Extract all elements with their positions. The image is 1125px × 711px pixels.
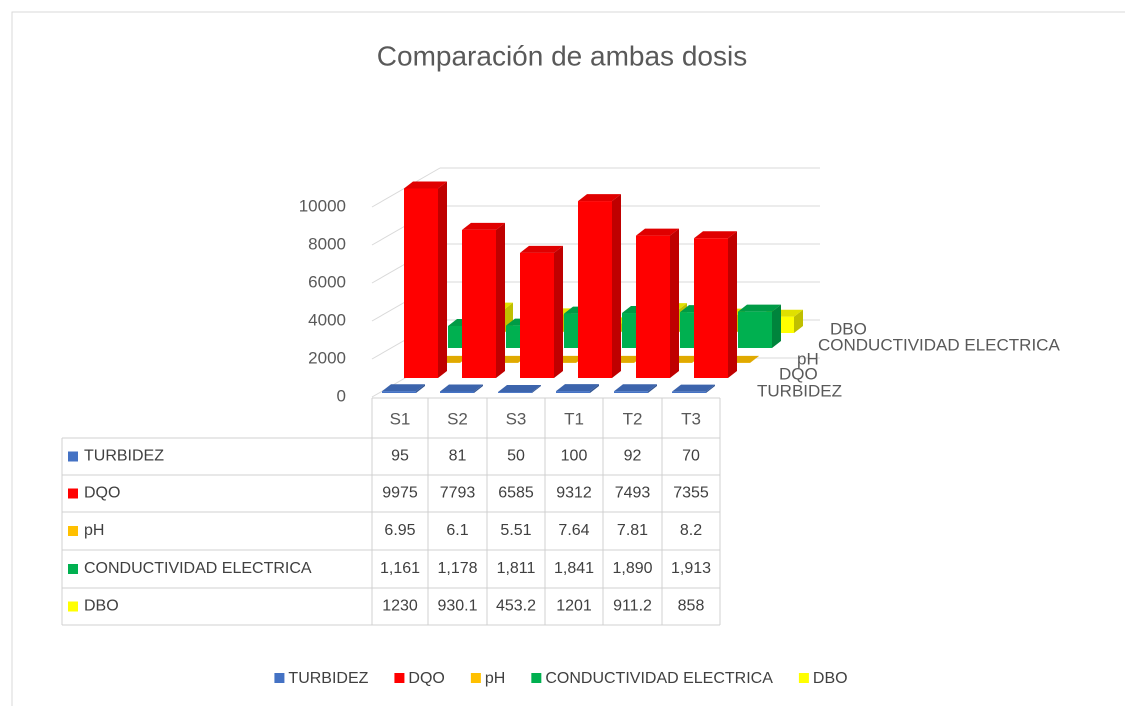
table-row-label: TURBIDEZ [84,448,164,465]
table-cell: 1,178 [437,560,477,577]
y-tick-label: 2000 [308,348,346,367]
bar [636,236,670,378]
table-key [68,526,78,536]
table-row-label: pH [84,522,104,539]
table-key [68,489,78,499]
table-cell: 6.95 [384,522,415,539]
table-cell: 7355 [673,485,709,502]
chart-title: Comparación de ambas dosis [377,40,747,71]
legend-key [799,673,809,683]
table-cell: 858 [678,598,705,615]
x-tick-label: T3 [681,409,701,428]
legend-key [274,673,284,683]
table-cell: 1,890 [612,560,652,577]
table-cell: 7793 [440,485,476,502]
table-key [68,564,78,574]
legend-label: pH [485,670,505,687]
y-tick-label: 0 [337,386,346,405]
table-key [68,602,78,612]
legend-key [471,673,481,683]
legend-label: DQO [408,670,444,687]
bar-side [612,194,621,378]
legend-key [394,673,404,683]
table-cell: 92 [624,448,642,465]
data-table: S1 S2 S3 T1 T2 T3 TURBIDEZ 95 81 50 100 92 70 DQO 9975… [62,398,720,625]
bar-side [728,231,737,378]
bar-side [438,181,447,378]
table-cell: 1,811 [497,560,536,577]
table-cell: 9312 [556,485,592,502]
table-cell: 9975 [382,485,418,502]
table-cell: 1,841 [554,560,594,577]
legend: TURBIDEZ DQO pH CONDUCTIVIDAD ELECTRICA DBO [274,670,847,687]
legend-label: DBO [813,670,848,687]
y-tick-label: 6000 [308,272,346,291]
bar [578,201,612,378]
x-tick-label: S1 [390,409,411,428]
table-cell: 81 [449,448,467,465]
table-cell: 930.1 [437,598,477,615]
bar [440,391,474,393]
depth-label: DBO [830,319,867,338]
bar-side [554,246,563,378]
table-cell: 1,913 [671,560,711,577]
legend-label: CONDUCTIVIDAD ELECTRICA [545,670,773,687]
table-key [68,452,78,462]
table-cell: 453.2 [496,598,536,615]
y-tick-label: 4000 [308,310,346,329]
x-tick-label: T1 [564,409,584,428]
y-tick-label: 8000 [308,234,346,253]
table-cell: 1,161 [380,560,420,577]
table-cell: 1201 [556,598,592,615]
table-cell: 7493 [615,485,651,502]
table-cell: 100 [561,448,588,465]
table-cell: 6.1 [446,522,468,539]
bar [672,392,706,393]
table-row-label: DQO [84,485,120,502]
bar [382,391,416,393]
bar [556,391,590,393]
table-cell: 50 [507,448,525,465]
x-tick-label: S2 [447,409,468,428]
bar [498,392,532,393]
table-cell: 7.64 [558,522,589,539]
y-tick-label: 10000 [299,196,346,215]
table-cell: 7.81 [617,522,648,539]
bar-side [670,229,679,378]
bar-side [772,305,781,348]
depth-label: TURBIDEZ [757,381,842,400]
table-cell: 1230 [382,598,418,615]
table-cell: 95 [391,448,409,465]
bar [738,312,772,348]
x-tick-label: T2 [623,409,643,428]
bar [614,391,648,393]
bar-side [496,223,505,378]
table-cell: 8.2 [680,522,702,539]
legend-key [531,673,541,683]
bar [462,230,496,378]
bar [404,188,438,378]
table-cell: 70 [682,448,700,465]
table-row-label: CONDUCTIVIDAD ELECTRICA [84,560,312,577]
table-cell: 5.51 [500,522,531,539]
table-row-label: DBO [84,598,119,615]
legend-label: TURBIDEZ [288,670,368,687]
table-cell: 6585 [498,485,534,502]
bar [694,238,728,378]
table-cell: 911.2 [613,598,652,615]
bar [520,253,554,378]
x-tick-label: S3 [506,409,527,428]
depth-label: pH [797,349,819,368]
